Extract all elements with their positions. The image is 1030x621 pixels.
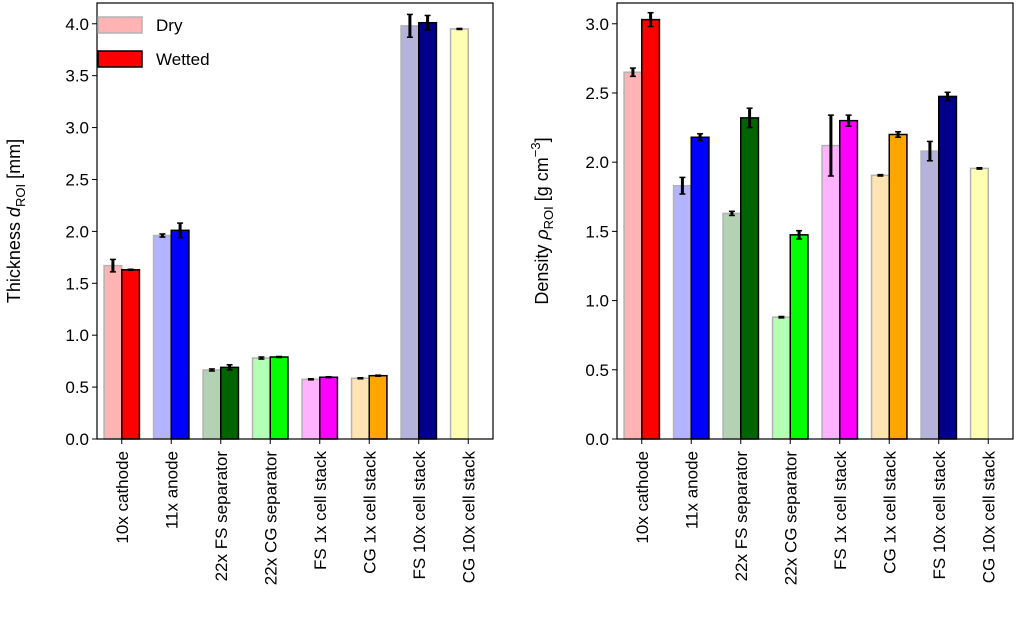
wetted-bar-5 — [368, 374, 388, 440]
dry-bar-4 — [821, 144, 841, 440]
dry-bar-2 — [202, 369, 222, 440]
x-tick-label-6: FS 10x cell stack — [410, 451, 429, 580]
y-axis-label: Thickness dROI [mm] — [4, 139, 28, 303]
thickness-chart: 10x cathode 11x anode 22x FS separator 22x … — [4, 2, 494, 586]
y-tick-label-4: 2.0 — [65, 222, 89, 241]
y-tick-label-6: 3.0 — [65, 119, 89, 138]
y-tick-label-6: 3.0 — [585, 15, 609, 34]
wetted-bar-6 — [418, 21, 438, 440]
dry-bar-7 — [449, 28, 469, 440]
wetted-bar-1 — [690, 136, 710, 440]
x-tick-label-1: 11x anode — [682, 451, 701, 529]
x-tick-label-2: 22x FS separator — [732, 451, 751, 582]
dry-bar-0 — [623, 71, 643, 440]
x-tick-label-5: CG 1x cell stack — [880, 451, 899, 574]
density-chart: 10x cathode 11x anode 22x FS separator 22x … — [528, 2, 1014, 586]
y-tick-label-0: 0.0 — [65, 430, 89, 449]
y-tick-label-4: 2.0 — [585, 153, 609, 172]
x-tick-label-5: CG 1x cell stack — [360, 451, 379, 574]
dry-bar-0 — [103, 264, 123, 440]
dry-bar-5 — [350, 377, 370, 440]
legend-dry-swatch — [97, 16, 143, 34]
y-tick-label-7: 3.5 — [65, 67, 89, 86]
dry-bar-3 — [771, 316, 791, 440]
wetted-bar-3 — [269, 356, 289, 440]
wetted-bar-5 — [888, 133, 908, 440]
y-tick-label-2: 1.0 — [585, 292, 609, 311]
wetted-bar-0 — [121, 269, 141, 440]
y-axis-label: Density ρROI [g cm−3] — [528, 137, 556, 304]
x-tick-label-2: 22x FS separator — [212, 451, 231, 582]
dry-bar-5 — [870, 174, 890, 440]
x-tick-label-1: 11x anode — [162, 451, 181, 529]
y-tick-label-0: 0.0 — [585, 430, 609, 449]
x-tick-label-3: 22x CG separator — [261, 451, 280, 586]
x-tick-label-7: CG 10x cell stack — [459, 451, 478, 584]
wetted-bar-4 — [319, 376, 339, 440]
x-tick-label-0: 10x cathode — [113, 451, 132, 544]
dry-bar-1 — [152, 234, 172, 440]
dry-bar-6 — [400, 25, 420, 440]
y-tick-label-3: 1.5 — [585, 222, 609, 241]
plot-frame — [96, 2, 494, 440]
wetted-bar-2 — [220, 366, 240, 440]
dry-bar-3 — [251, 357, 271, 440]
dry-bar-7 — [969, 167, 989, 440]
wetted-bar-2 — [740, 117, 760, 440]
y-tick-label-5: 2.5 — [65, 170, 89, 189]
dry-bar-1 — [672, 184, 692, 440]
x-tick-label-4: FS 1x cell stack — [311, 451, 330, 571]
y-tick-label-8: 4.0 — [65, 15, 89, 34]
wetted-bar-3 — [789, 234, 809, 440]
wetted-bar-6 — [938, 95, 958, 440]
legend: Dry Wetted — [97, 16, 210, 69]
legend-wetted-swatch — [97, 50, 143, 68]
plot-frame — [616, 2, 1014, 440]
y-tick-label-3: 1.5 — [65, 274, 89, 293]
x-tick-label-6: FS 10x cell stack — [930, 451, 949, 580]
dry-bar-6 — [920, 150, 940, 440]
dry-bar-2 — [722, 212, 742, 440]
wetted-bar-1 — [170, 229, 190, 440]
wetted-bar-0 — [641, 18, 661, 440]
x-tick-label-0: 10x cathode — [633, 451, 652, 544]
legend-dry-label: Dry — [156, 16, 183, 35]
y-tick-label-5: 2.5 — [585, 84, 609, 103]
x-tick-label-3: 22x CG separator — [781, 451, 800, 586]
y-tick-label-1: 0.5 — [65, 378, 89, 397]
x-tick-label-4: FS 1x cell stack — [831, 451, 850, 571]
y-tick-label-2: 1.0 — [65, 326, 89, 345]
legend-wetted-label: Wetted — [156, 50, 210, 69]
wetted-bar-4 — [839, 119, 859, 440]
dry-bar-4 — [301, 378, 321, 440]
y-tick-label-1: 0.5 — [585, 361, 609, 380]
x-tick-label-7: CG 10x cell stack — [979, 451, 998, 584]
